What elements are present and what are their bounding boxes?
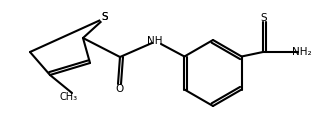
- Text: O: O: [116, 84, 124, 94]
- Text: NH₂: NH₂: [292, 47, 312, 57]
- Text: S: S: [102, 12, 108, 22]
- Circle shape: [100, 12, 110, 22]
- Text: S: S: [261, 13, 267, 23]
- Text: CH₃: CH₃: [60, 92, 78, 102]
- Text: S: S: [102, 12, 108, 22]
- Text: NH: NH: [147, 36, 163, 46]
